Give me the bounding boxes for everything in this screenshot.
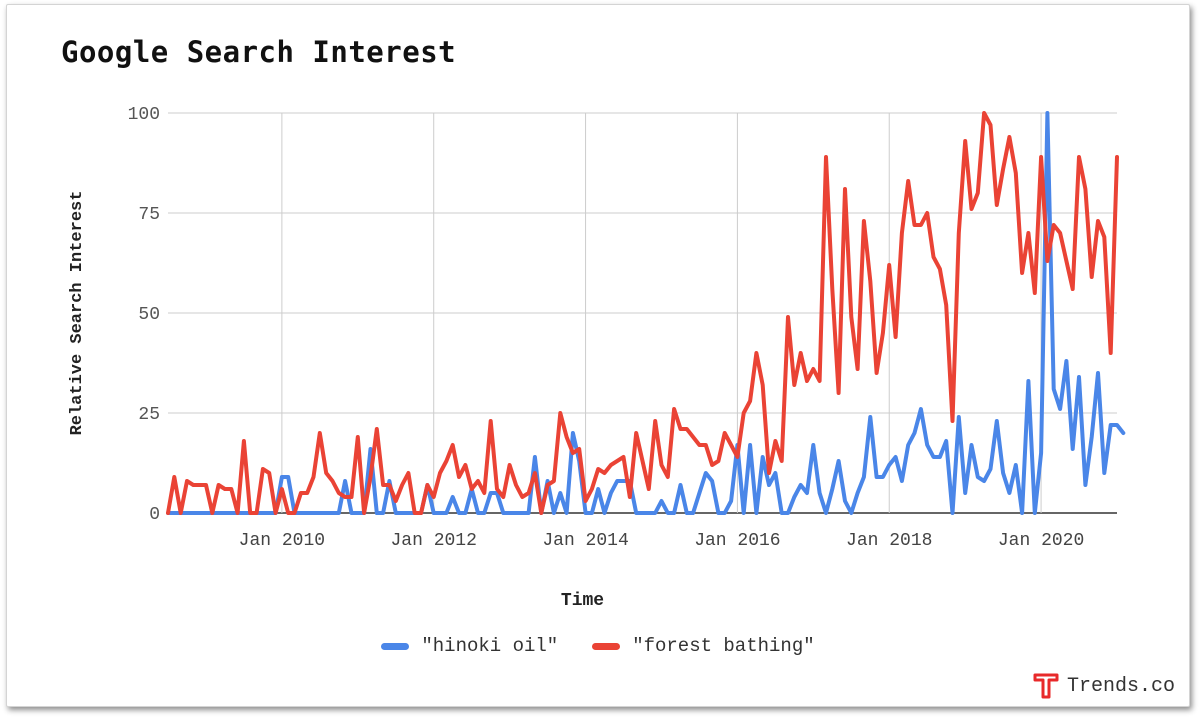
- chart-title: Google Search Interest: [61, 35, 457, 69]
- brand-name: Trends.co: [1066, 674, 1175, 698]
- x-tick-label: Jan 2016: [694, 531, 780, 551]
- line-chart: 0 25 50 75 100 Jan 2010 Jan 2012 Jan 2014 Jan 20…: [68, 105, 1126, 611]
- y-tick-label: 75: [138, 205, 160, 225]
- chart-legend: "hinoki oil" "forest bathing": [7, 635, 1189, 657]
- legend-label-forest-bathing: "forest bathing": [632, 635, 815, 657]
- x-tick-label: Jan 2012: [391, 531, 477, 551]
- x-tick-label: Jan 2010: [239, 531, 325, 551]
- y-tick-label: 25: [138, 405, 160, 425]
- y-tick-label: 100: [128, 105, 160, 125]
- legend-item-hinoki-oil[interactable]: "hinoki oil": [381, 635, 558, 657]
- chart-card: Google Search Interest 0 25 50 75 100 Jan 201…: [6, 4, 1190, 707]
- x-tick-label: Jan 2018: [846, 531, 932, 551]
- y-tick-label: 50: [138, 305, 160, 325]
- series-line-forest-bathing: [166, 111, 1119, 515]
- x-tick-label: Jan 2014: [542, 531, 628, 551]
- legend-swatch-hinoki-oil: [381, 642, 410, 650]
- legend-swatch-forest-bathing: [592, 642, 621, 650]
- y-tick-label: 0: [149, 505, 160, 525]
- x-axis-title: Time: [561, 591, 604, 611]
- brand-watermark: Trends.co: [1033, 672, 1175, 700]
- y-axis-title: Relative Search Interest: [68, 191, 87, 436]
- series-line-hinoki-oil: [166, 111, 1126, 515]
- legend-item-forest-bathing[interactable]: "forest bathing": [592, 635, 815, 657]
- legend-label-hinoki-oil: "hinoki oil": [421, 635, 559, 657]
- t-logo-icon: [1033, 673, 1059, 699]
- x-tick-label: Jan 2020: [998, 531, 1084, 551]
